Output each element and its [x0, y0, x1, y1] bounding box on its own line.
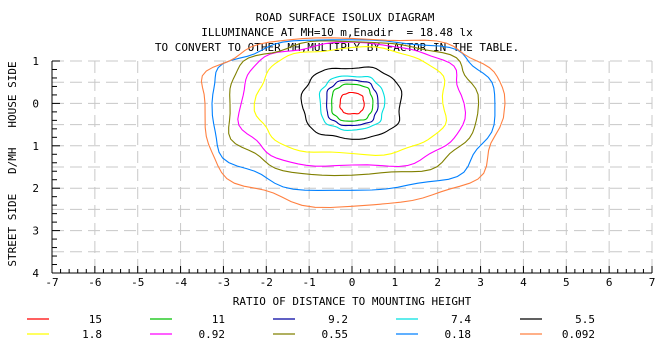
y-tick-label: 4 [32, 267, 39, 280]
x-tick-label: 1 [392, 276, 399, 289]
x-tick-label: 3 [477, 276, 484, 289]
axes: -7 -6 -5 -4 -3 -2 -1 0 1 2 3 4 5 6 7 1 0 1 2 3 4 [32, 55, 655, 289]
x-axis-label: RATIO OF DISTANCE TO MOUNTING HEIGHT [233, 295, 472, 308]
isolux-contour-0.18 [211, 39, 496, 191]
legend-label: 0.55 [322, 328, 349, 341]
legend-label: 5.5 [575, 313, 595, 326]
y-axis-label: STREET SIDE D/MH HOUSE SIDE [6, 61, 19, 266]
chart-subtitle: ILLUMINANCE AT MH=10 m,Enadir = 18.48 lx [201, 26, 473, 39]
isolux-contour-11 [331, 83, 374, 122]
x-tick-label: 4 [520, 276, 527, 289]
y-tick-label: 2 [32, 182, 39, 195]
isolux-contour-0.092 [200, 37, 506, 209]
isolux-contour-15 [339, 91, 365, 115]
isolux-contour-7.4 [318, 75, 386, 131]
x-tick-label: 2 [434, 276, 441, 289]
x-tick-label: 6 [606, 276, 613, 289]
chart-note: TO CONVERT TO OTHER MH,MULTIPLY BY FACTO… [155, 41, 519, 54]
x-tick-label: 5 [563, 276, 570, 289]
legend-label: 15 [89, 313, 102, 326]
x-tick-label: -2 [260, 276, 273, 289]
isolux-contour-0.55 [228, 40, 480, 177]
x-tick-label: -7 [45, 276, 58, 289]
legend: 15 11 9.2 7.4 5.5 1.8 0.92 0.55 0.18 0.092 [27, 313, 595, 341]
legend-label: 9.2 [328, 313, 348, 326]
isolux-contour-5.5 [300, 66, 403, 140]
x-tick-label: -4 [174, 276, 188, 289]
legend-label: 0.92 [199, 328, 226, 341]
y-tick-label: 0 [32, 97, 39, 110]
x-tick-label: -1 [303, 276, 316, 289]
isolux-contour-9.2 [326, 79, 379, 127]
legend-label: 1.8 [82, 328, 102, 341]
x-tick-label: -5 [131, 276, 144, 289]
y-tick-label: 3 [32, 225, 39, 238]
legend-label: 0.18 [445, 328, 472, 341]
x-tick-label: -6 [88, 276, 101, 289]
legend-label: 11 [212, 313, 225, 326]
isolux-contour-1.8 [253, 46, 448, 156]
legend-label: 0.092 [562, 328, 595, 341]
grid [51, 60, 653, 274]
isolux-contour-0.92 [237, 41, 467, 168]
x-tick-label: 0 [349, 276, 356, 289]
chart-title: ROAD SURFACE ISOLUX DIAGRAM [256, 11, 435, 24]
contours [200, 37, 506, 209]
y-tick-label: 1 [32, 140, 39, 153]
legend-label: 7.4 [451, 313, 471, 326]
y-tick-label: 1 [32, 55, 39, 68]
x-tick-label: 7 [649, 276, 655, 289]
x-tick-label: -3 [217, 276, 230, 289]
